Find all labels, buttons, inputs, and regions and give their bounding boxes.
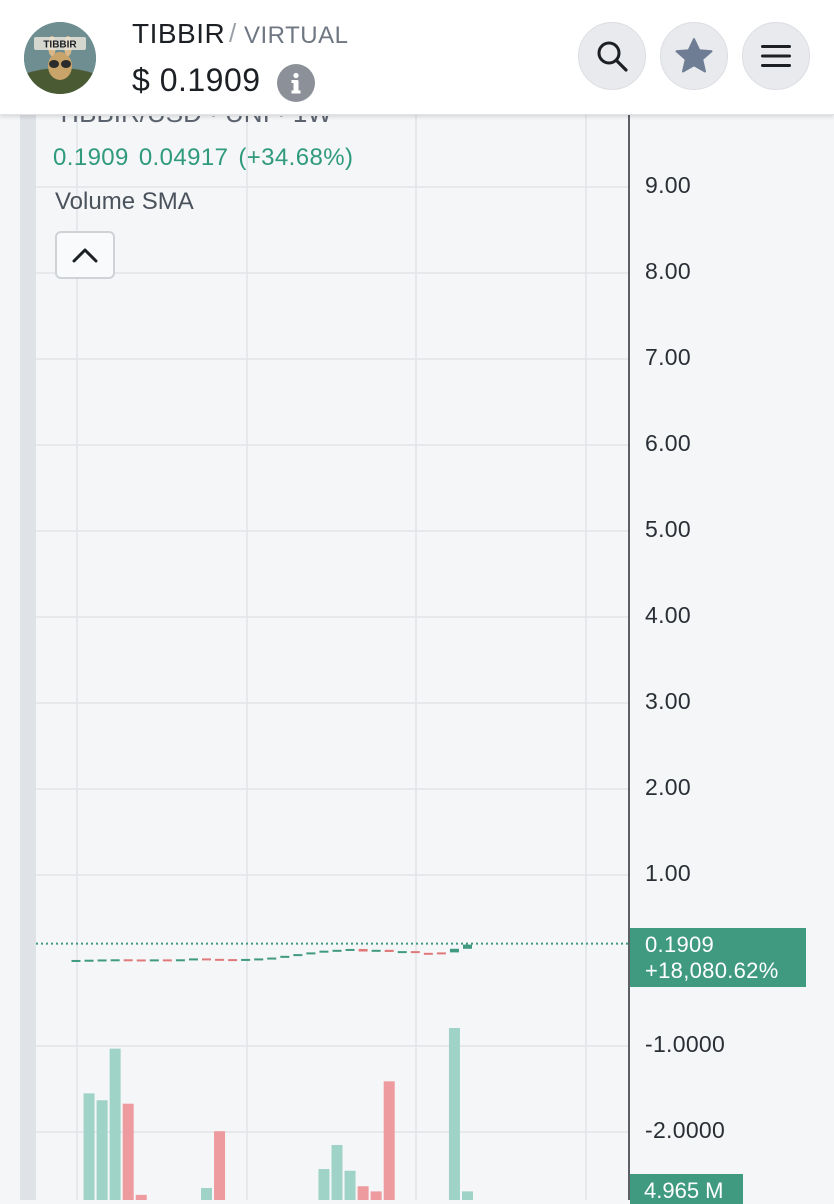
current-price: $ 0.1909 [132,62,261,98]
y-axis-tick-label: 5.00 [645,516,691,542]
svg-text:TIBBIR: TIBBIR [43,40,77,51]
candle [84,959,94,962]
ohlc-change: 0.04917 [138,144,229,171]
y-axis-tick-label: 9.00 [645,172,691,198]
volume-bar [201,1187,212,1200]
collapse-legend-button[interactable] [55,231,115,279]
candle [345,948,355,951]
quote-token[interactable]: VIRTUAL [244,22,349,49]
volume-bar [109,1048,121,1200]
volume-value-tag: 4.965 M [630,1174,743,1204]
y-axis-tick-label: 2.00 [645,774,691,800]
ohlc-readout: 0.1909 0.04917 (+34.68%) [53,144,363,172]
candle [123,959,133,962]
volume-bar [448,1028,460,1200]
token-name: TIBBIR [132,18,226,49]
y-axis-tick-label: 3.00 [645,688,691,714]
candle [280,955,290,958]
chart-grid [36,114,629,1200]
volume-bar [318,1169,330,1200]
volume-bar [344,1170,356,1200]
candle [97,959,107,962]
last-price-tag: 0.1909 +18,080.62% [630,928,806,987]
y-axis-tick-label: -1.0000 [645,1031,726,1057]
candle [371,949,381,952]
y-axis-tick-label: 7.00 [645,344,691,370]
name-separator: / [229,18,237,48]
volume-bar [96,1100,108,1200]
candle [188,958,198,961]
price-candles [71,944,472,962]
candle [71,959,81,962]
candle [215,958,225,961]
y-axis-tick-label: -2.0000 [645,1117,726,1143]
candle [254,958,264,961]
candle [423,952,433,955]
candle [332,949,342,952]
token-logo[interactable]: TIBBIR [24,22,96,94]
candle [410,951,420,954]
token-header: TIBBIR TIBBIR / VIRTUAL $ 0.1909 [0,0,834,115]
star-icon [675,38,713,73]
y-axis-tick-label: 6.00 [645,430,691,456]
candle [110,959,120,962]
chart-symbol-line: TIBBIR/USD · UNI · 1W [56,116,332,129]
favorite-button[interactable] [660,22,728,90]
volume-bar [370,1191,382,1200]
last-price-value: 0.1909 [645,932,715,957]
ohlc-change-pct: (+34.68%) [238,144,354,171]
indicator-label[interactable]: Volume SMA [55,188,194,215]
y-axis-tick-label: 8.00 [645,258,691,284]
candle [449,948,459,953]
info-icon[interactable] [277,64,315,102]
volume-bar [331,1144,343,1200]
candle [319,950,329,953]
volume-bar [135,1194,147,1200]
y-axis-tick-label: 1.00 [645,860,691,886]
candle [228,959,238,962]
candle [293,954,303,957]
search-button[interactable] [578,22,646,90]
candle [202,958,211,961]
search-icon [597,41,628,72]
candle [267,957,277,960]
candle [241,958,251,961]
candle [162,959,172,962]
candle [175,959,185,962]
chart-left-rail [20,114,36,1200]
volume-bar [383,1081,395,1200]
hamburger-menu-icon [761,45,791,67]
candle [149,959,159,962]
candle [306,952,316,955]
volume-bar [357,1186,369,1200]
candle [384,949,394,952]
volume-bar [214,1131,226,1200]
volume-bars [83,1028,473,1200]
ohlc-close: 0.1909 [53,144,129,171]
y-axis-tick-label: 4.00 [645,602,691,628]
candle [358,948,368,952]
candle [463,944,472,949]
candle [436,952,446,955]
volume-bar [122,1103,134,1200]
chevron-up-icon [72,248,98,263]
volume-bar [83,1093,95,1200]
last-price-change: +18,080.62% [645,958,779,983]
candle [136,959,146,962]
candle [397,951,407,954]
volume-bar [462,1191,473,1200]
menu-button[interactable] [742,22,810,90]
